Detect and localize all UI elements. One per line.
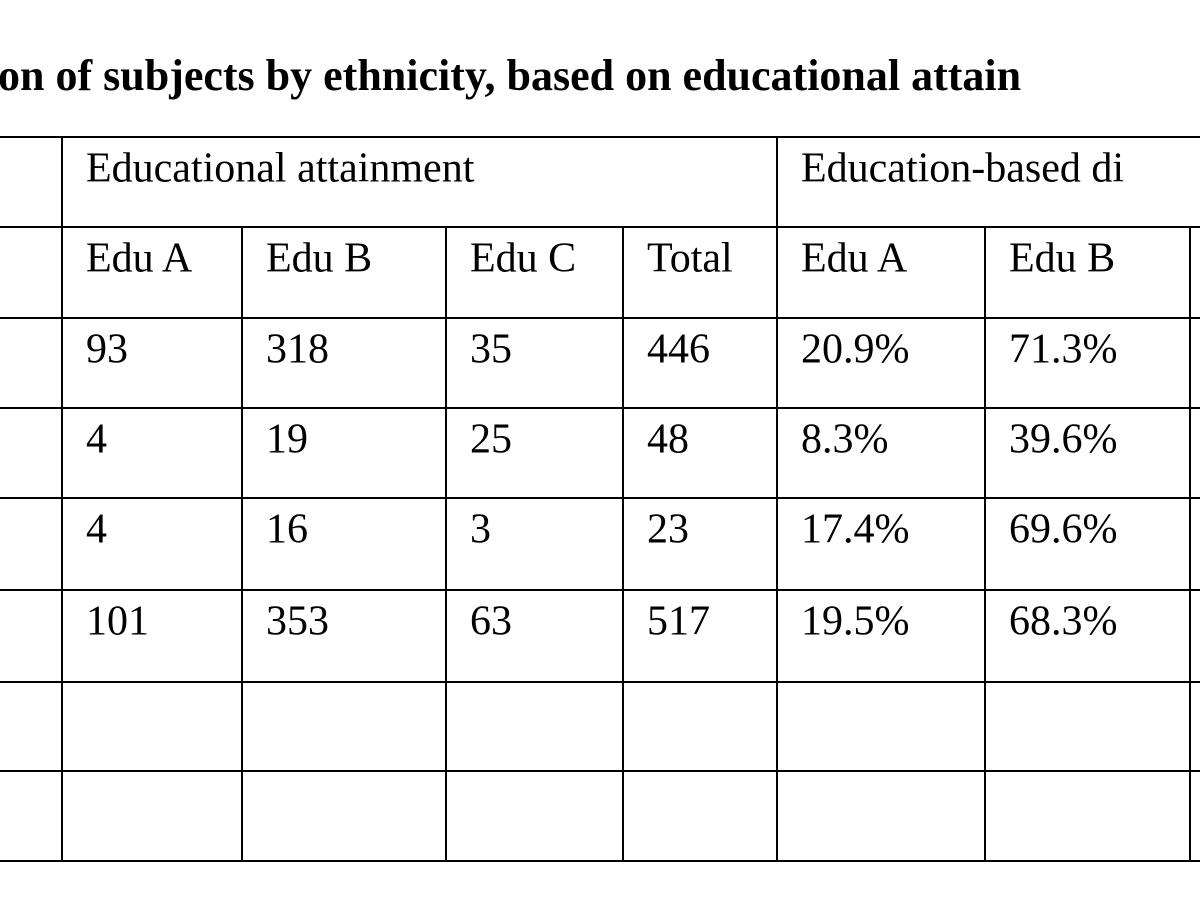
table-cell: 63 — [470, 599, 512, 645]
column-header: Edu B — [1009, 236, 1115, 282]
column-header: Total — [647, 236, 733, 282]
table-cell: 17.4% — [801, 507, 910, 553]
table-cell: 8.3% — [801, 417, 889, 463]
table-cell: 353 — [266, 599, 329, 645]
table-cell: 71.3% — [1009, 327, 1118, 373]
table-cell: 19 — [266, 417, 308, 463]
table-cell: 517 — [647, 599, 710, 645]
table-cell: 68.3% — [1009, 599, 1118, 645]
table-cell: 101 — [86, 599, 149, 645]
table-cell: 35 — [470, 327, 512, 373]
table-cell: 48 — [647, 417, 689, 463]
table-cell: 16 — [266, 507, 308, 553]
table-cell: 3 — [470, 507, 491, 553]
table-cell: 318 — [266, 327, 329, 373]
table-cell: 25 — [470, 417, 512, 463]
table-cell: 19.5% — [801, 599, 910, 645]
column-header: Edu B — [266, 236, 372, 282]
column-header: Edu A — [801, 236, 908, 282]
table-cell: 20.9% — [801, 327, 910, 373]
column-header: Edu A — [86, 236, 193, 282]
table-cell: 39.6% — [1009, 417, 1118, 463]
table-cell: 4 — [86, 417, 107, 463]
table-cell: 23 — [647, 507, 689, 553]
group-header: Education-based di — [801, 146, 1124, 192]
table-cell: 69.6% — [1009, 507, 1118, 553]
table-title: on of subjects by ethnicity, based on ed… — [0, 51, 1021, 100]
table-cell: 446 — [647, 327, 710, 373]
column-header: Edu C — [470, 236, 576, 282]
table-cell: 4 — [86, 507, 107, 553]
table-cell: 93 — [86, 327, 128, 373]
group-header: Educational attainment — [86, 146, 475, 192]
